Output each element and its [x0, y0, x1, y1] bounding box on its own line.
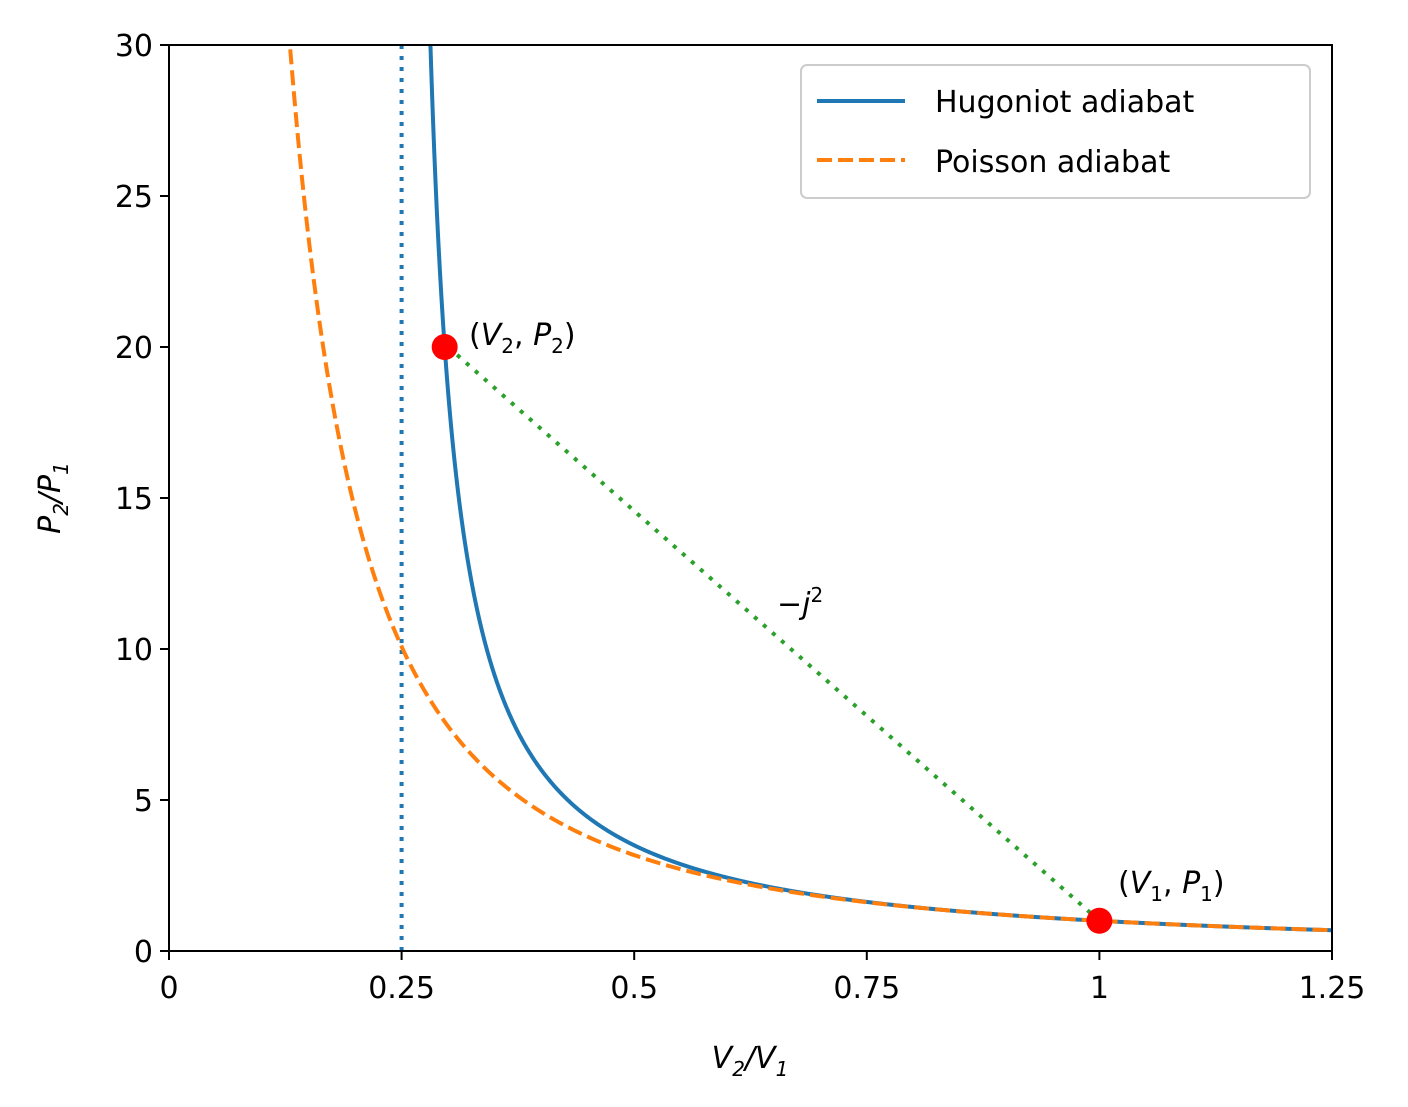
annotation-v2-p2-close: )	[564, 318, 576, 353]
x-tick-label: 0.5	[610, 971, 658, 1006]
legend: Hugoniot adiabat Poisson adiabat	[800, 64, 1311, 199]
y-axis-label-b: /P	[33, 474, 68, 506]
annotation-v2-p2-comma: ,	[514, 318, 533, 353]
annotation-v1-p1-comma: ,	[1163, 866, 1182, 901]
plot-area	[287, 45, 1332, 951]
series-poisson-line	[287, 45, 1332, 933]
x-tick-label: 0.25	[368, 971, 435, 1006]
y-tick-label: 20	[115, 331, 153, 366]
legend-box	[800, 64, 1311, 199]
x-tick-label: 1	[1090, 971, 1109, 1006]
y-tick-label: 10	[115, 633, 153, 668]
y-axis-label-a: P	[33, 515, 68, 534]
annotation-v2-p2-v: V	[481, 318, 504, 353]
x-axis-label: V2/V1	[712, 1041, 789, 1081]
annotation-v1-p1-v-sub: 1	[1150, 882, 1163, 906]
x-tick-label: 1.25	[1299, 971, 1366, 1006]
x-axis: 0 0.25 0.5 0.75 1 1.25	[159, 951, 1365, 1006]
annotation-v2-p2-p: P	[533, 318, 552, 353]
annotation-v1-p1-p: P	[1182, 866, 1201, 901]
x-axis-label-b: /V	[742, 1041, 778, 1076]
y-tick-label: 30	[115, 29, 153, 64]
annotation-v1-p1-p-sub: 1	[1200, 882, 1213, 906]
y-tick-label: 15	[115, 482, 153, 517]
point-v1-p1	[1086, 907, 1113, 934]
y-axis-label: P2/P1	[33, 462, 73, 534]
x-tick-label: 0.75	[833, 971, 900, 1006]
x-axis-label-a-sub: 2	[732, 1057, 745, 1081]
y-tick-label: 25	[115, 180, 153, 215]
x-axis-label-a: V	[712, 1041, 735, 1076]
y-axis-label-a-sub: 2	[49, 503, 73, 516]
point-v2-p2	[431, 334, 458, 360]
annotation-v2-p2-p-sub: 2	[551, 334, 564, 358]
x-axis-label-b-sub: 1	[776, 1057, 789, 1081]
annotation-v1-p1-close: )	[1213, 866, 1225, 901]
y-tick-label: 5	[134, 784, 153, 819]
annotation-v2-p2-open: (	[469, 318, 481, 353]
x-tick-label: 0	[159, 971, 178, 1006]
y-axis: 0 5 10 15 20 25 30	[115, 29, 169, 970]
legend-label-hugoniot: Hugoniot adiabat	[935, 85, 1195, 120]
annotation-slope: −j2	[777, 583, 823, 622]
y-axis-label-b-sub: 1	[49, 462, 73, 475]
data-points	[431, 334, 1113, 934]
annotation-v1-p1-open: (	[1118, 866, 1130, 901]
annotation-v1-p1-v: V	[1130, 866, 1153, 901]
y-tick-label: 0	[134, 935, 153, 970]
rayleigh-line	[446, 345, 1101, 923]
annotation-v1-p1: (V1, P1)	[1118, 866, 1225, 906]
legend-label-poisson: Poisson adiabat	[935, 145, 1170, 180]
annotation-slope-sup: 2	[810, 583, 823, 607]
annotation-slope-text: −j	[777, 587, 811, 622]
annotation-v2-p2-v-sub: 2	[501, 334, 514, 358]
annotation-v2-p2: (V2, P2)	[469, 318, 576, 358]
